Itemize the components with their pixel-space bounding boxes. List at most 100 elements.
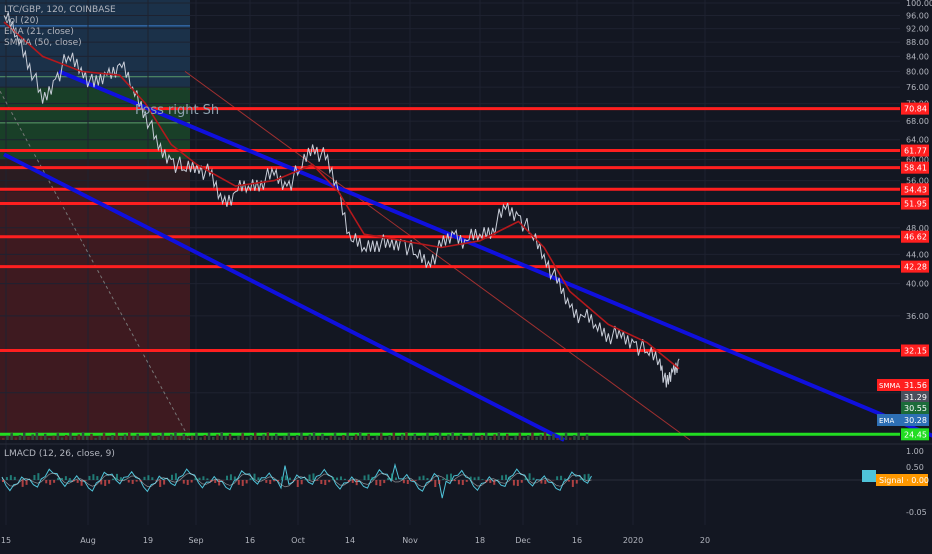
- macd-label: LMACD (12, 26, close, 9): [4, 449, 115, 460]
- volume-bar: [409, 436, 412, 440]
- volume-bar: [86, 436, 89, 440]
- y-tick-label: 84.00: [906, 52, 929, 61]
- macd-hist-bar: [395, 478, 397, 480]
- volume-bar: [90, 434, 93, 440]
- y-tick-label: 96.00: [906, 12, 929, 21]
- y-tick-label: 36.00: [906, 312, 929, 321]
- macd-hist-bar: [568, 480, 570, 482]
- macd-hist-bar: [124, 479, 126, 480]
- volume-bar: [363, 436, 366, 440]
- volume-bar: [262, 434, 265, 440]
- signal-badge-label: Signal · 0.00: [879, 476, 929, 485]
- y-tick-label: 76.00: [906, 83, 929, 92]
- macd-hist-bar: [485, 480, 487, 482]
- volume-bar: [544, 432, 547, 440]
- volume-bar: [48, 438, 51, 440]
- macd-hist-bar: [191, 480, 193, 483]
- volume-bar: [166, 437, 169, 440]
- volume-bar: [288, 433, 291, 440]
- volume-bar: [388, 435, 391, 440]
- y-tick-label: 64.00: [906, 136, 929, 145]
- volume-bar: [451, 432, 454, 440]
- volume-bar: [346, 433, 349, 440]
- macd-hist-bar: [312, 473, 314, 480]
- macd-hist-bar: [403, 480, 405, 483]
- indicator-ema: EMA (21, close): [4, 27, 116, 38]
- volume-bar: [372, 438, 375, 440]
- macd-hist-bar: [560, 476, 562, 480]
- volume-bar: [376, 436, 379, 440]
- volume-bar: [94, 438, 97, 440]
- volume-bar: [10, 433, 13, 440]
- x-tick-label: 19: [143, 536, 153, 545]
- x-tick-label: 16: [245, 536, 255, 545]
- macd-hist-bar: [254, 474, 256, 480]
- macd-hist-bar: [544, 480, 546, 484]
- volume-bar: [204, 435, 207, 440]
- y-tick-label: 40.00: [906, 280, 929, 289]
- volume-bar: [422, 436, 425, 440]
- macd-hist-bar: [533, 478, 535, 480]
- x-tick-label: 14: [345, 536, 355, 545]
- macd-hist-bar: [505, 475, 507, 480]
- volume-bar: [556, 438, 559, 440]
- macd-hist-bar: [320, 480, 322, 484]
- macd-hist-bar: [128, 480, 130, 483]
- volume-bar: [99, 436, 102, 440]
- macd-hist-bar: [379, 480, 381, 486]
- volume-bar: [141, 438, 144, 440]
- macd-hist-bar: [375, 480, 377, 485]
- macd-hist-bar: [474, 477, 476, 480]
- volume-bar: [69, 433, 72, 440]
- volume-bar: [489, 437, 492, 440]
- floor-badge-label: 24.45: [904, 430, 927, 439]
- macd-hist-bar: [199, 478, 201, 480]
- volume-bar: [208, 433, 211, 440]
- macd-hist-bar: [96, 476, 98, 480]
- level-badge-label: 54.43: [904, 185, 927, 194]
- symbol-legend[interactable]: LTC/GBP, 120, COINBASE Vol (20) EMA (21,…: [4, 5, 116, 49]
- macd-hist-bar: [301, 480, 303, 484]
- level-badge-label: 51.95: [904, 200, 927, 209]
- price-badge-label: 31.29: [904, 393, 927, 402]
- volume-bar: [296, 435, 299, 440]
- macd-hist-bar: [462, 480, 464, 485]
- x-tick-label: Nov: [402, 536, 418, 545]
- volume-bar: [435, 435, 438, 440]
- volume-bar: [2, 438, 5, 440]
- volume-bar: [216, 434, 219, 440]
- volume-bar: [195, 433, 198, 440]
- macd-hist-bar: [305, 479, 307, 480]
- x-tick-label: 2020: [623, 536, 643, 545]
- x-tick-label: 15: [1, 536, 11, 545]
- macd-hist-bar: [411, 480, 413, 481]
- macd-hist-bar: [364, 476, 366, 480]
- macd-hist-bar: [466, 480, 468, 482]
- volume-bar: [304, 437, 307, 440]
- price-badge-tag-label: EMA: [879, 417, 894, 425]
- volume-bar: [241, 433, 244, 440]
- macd-hist-bar: [580, 478, 582, 480]
- volume-bar: [82, 432, 85, 440]
- volume-bar: [577, 433, 580, 440]
- volume-bar: [36, 432, 39, 440]
- macd-hist-bar: [265, 480, 267, 483]
- macd-hist-bar: [10, 475, 12, 480]
- volume-bar: [439, 433, 442, 440]
- macd-hist-bar: [147, 475, 149, 480]
- macd-hist-bar: [53, 480, 55, 483]
- macd-hist-bar: [281, 477, 283, 480]
- x-tick-label: 18: [475, 536, 485, 545]
- macd-hist-bar: [116, 474, 118, 480]
- macd-hist-bar: [269, 480, 271, 484]
- macd-tick-label: -0.05: [906, 508, 927, 517]
- macd-hist-bar: [143, 477, 145, 480]
- macd-legend[interactable]: LMACD (12, 26, close, 9): [4, 449, 115, 460]
- macd-hist-bar: [521, 480, 523, 483]
- macd-hist-bar: [442, 479, 444, 480]
- volume-bar: [191, 436, 194, 440]
- y-tick-label: 44.00: [906, 250, 929, 259]
- shade-dark: [0, 159, 190, 191]
